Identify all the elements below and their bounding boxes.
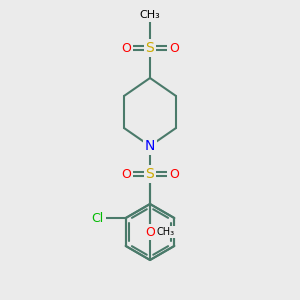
Text: S: S (146, 167, 154, 181)
Text: O: O (121, 41, 131, 55)
Text: CH₃: CH₃ (140, 10, 160, 20)
Text: O: O (169, 41, 179, 55)
Text: N: N (145, 139, 155, 153)
Text: CH₃: CH₃ (157, 227, 175, 237)
Text: O: O (145, 226, 155, 238)
Text: Cl: Cl (92, 212, 104, 224)
Text: O: O (121, 167, 131, 181)
Text: S: S (146, 41, 154, 55)
Text: O: O (169, 167, 179, 181)
